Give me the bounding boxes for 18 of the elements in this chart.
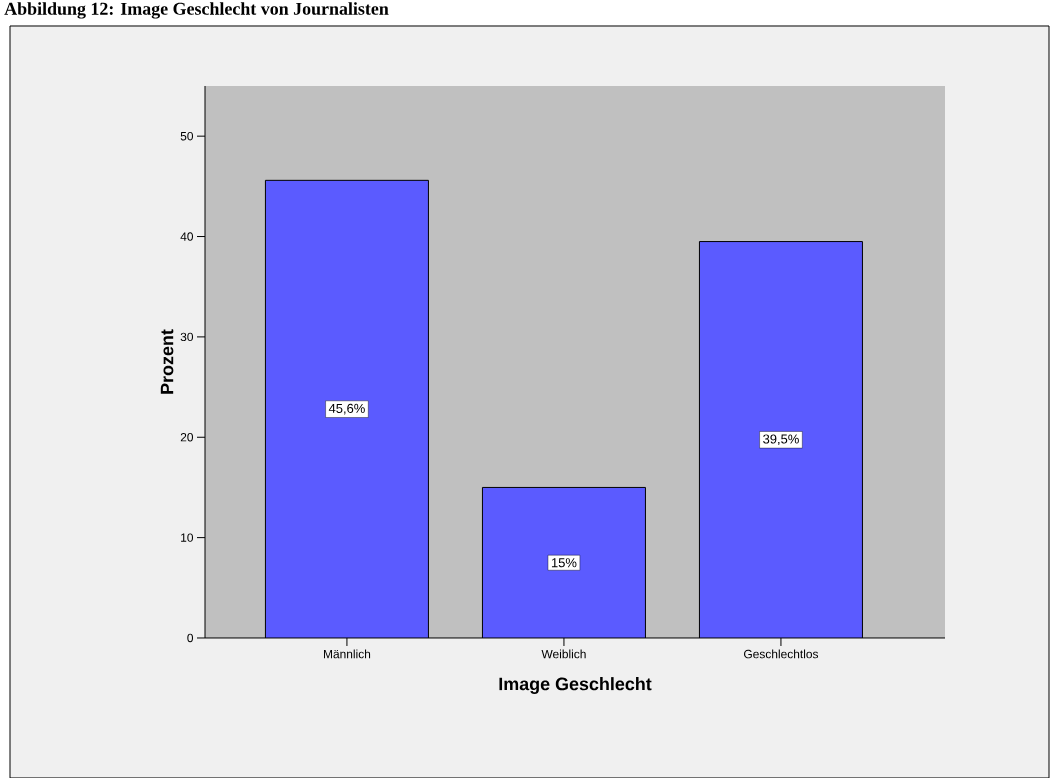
y-tick-label: 40 [180, 232, 194, 241]
bar [698, 240, 863, 638]
bar [482, 487, 646, 638]
data-label: 15% [551, 557, 577, 568]
y-tick-label: 50 [180, 131, 194, 141]
x-tick-label: Weiblich [541, 649, 586, 659]
bar [265, 180, 429, 638]
y-tick-label: 10 [181, 533, 194, 542]
y-tick-label: 30 [180, 332, 194, 341]
data-label: 45,6% [328, 403, 365, 415]
x-axis-title: Image Geschlecht [499, 676, 652, 694]
x-tick-label: Männlich [324, 649, 371, 659]
x-tick-label: Geschlechtlos [744, 649, 819, 659]
y-tick-label: 0 [187, 633, 194, 642]
y-tick-label: 20 [180, 432, 194, 442]
chart-title: Abbildung 12: Image Geschlecht von Journalisten [4, 1, 389, 19]
data-label: 39,5% [763, 434, 799, 445]
y-axis-title: Prozent [160, 329, 174, 394]
